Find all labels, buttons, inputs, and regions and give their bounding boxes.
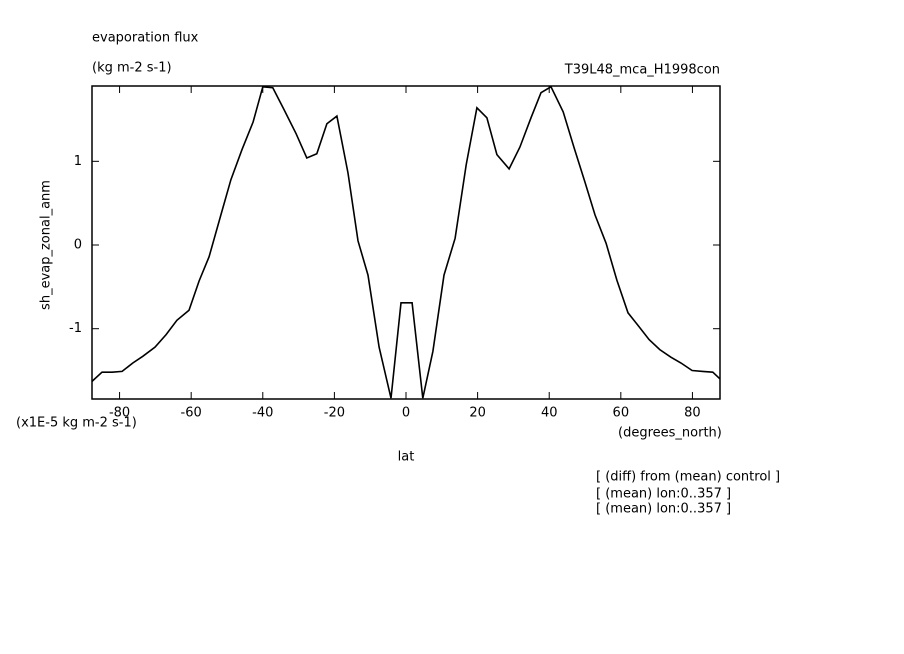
experiment-label: T39L48_mca_H1998con	[564, 63, 720, 78]
y-tick-label: 0	[74, 238, 82, 253]
y-units: (x1E-5 kg m-2 s-1)	[16, 416, 137, 431]
chart-subtitle: (kg m-2 s-1)	[92, 61, 172, 76]
x-tick-label: 20	[469, 406, 486, 421]
x-axis-label: lat	[398, 450, 415, 465]
x-tick-label: -20	[324, 406, 345, 421]
x-tick-label: 0	[402, 406, 410, 421]
note: [ (mean) lon:0..357 ]	[596, 487, 731, 502]
note: [ (diff) from (mean) control ]	[596, 470, 780, 485]
y-axis-label: sh_evap_zonal_anm	[39, 180, 54, 310]
x-tick-label: 40	[541, 406, 558, 421]
x-tick-label: -60	[181, 406, 202, 421]
y-tick-label: 1	[74, 154, 82, 169]
x-tick-label: -80	[109, 406, 130, 421]
plot-frame	[91, 85, 721, 400]
data-line	[91, 85, 721, 399]
x-units: (degrees_north)	[618, 426, 722, 441]
note: [ (mean) lon:0..357 ]	[596, 502, 731, 517]
chart-title: evaporation flux	[92, 31, 199, 46]
y-tick-label: -1	[69, 321, 82, 336]
x-tick-label: 80	[684, 406, 701, 421]
x-tick-label: 60	[613, 406, 630, 421]
x-tick-label: -40	[252, 406, 273, 421]
